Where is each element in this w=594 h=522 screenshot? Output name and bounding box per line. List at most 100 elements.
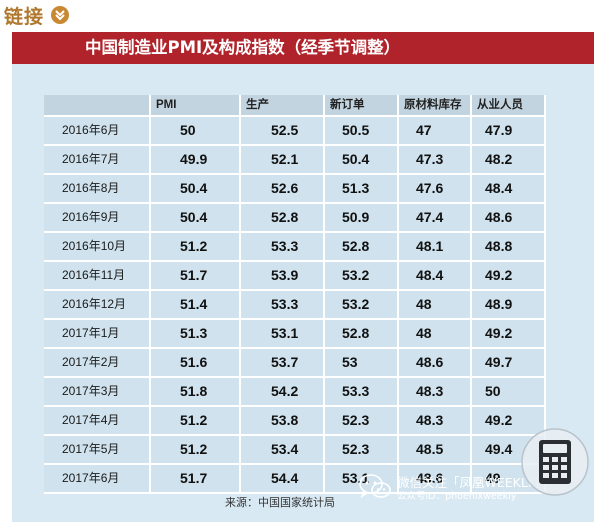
cell-pmi: 51.8 (151, 378, 241, 407)
cell-production: 52.6 (241, 175, 325, 204)
link-title: 链接 (4, 5, 45, 28)
cell-production: 54.2 (241, 378, 325, 407)
cell-pmi: 51.2 (151, 233, 241, 262)
cell-raw-material-inventory: 47 (399, 117, 472, 146)
cell-employment: 49.2 (472, 262, 546, 291)
cell-production: 53.3 (241, 291, 325, 320)
cell-new-orders: 53.3 (325, 378, 399, 407)
cell-new-orders: 52.8 (325, 233, 399, 262)
cell-period: 2017年2月 (44, 349, 151, 378)
cell-period: 2017年3月 (44, 378, 151, 407)
cell-employment: 47.9 (472, 117, 546, 146)
cell-raw-material-inventory: 48.6 (399, 349, 472, 378)
cell-pmi: 51.7 (151, 465, 241, 494)
cell-production: 53.8 (241, 407, 325, 436)
wechat-follow-text: 微信关注「凤凰WEEKLY」 (397, 475, 547, 490)
cell-raw-material-inventory: 48 (399, 291, 472, 320)
cell-new-orders: 50.4 (325, 146, 399, 175)
table-row: 2016年6月 50 52.5 50.5 47 47.9 (44, 117, 546, 146)
table-row: 2016年8月 50.4 52.6 51.3 47.6 48.4 (44, 175, 546, 204)
cell-new-orders: 52.3 (325, 436, 399, 465)
header-cell-employment: 从业人员 (472, 95, 546, 117)
cell-production: 53.9 (241, 262, 325, 291)
cell-employment: 49.2 (472, 407, 546, 436)
cell-production: 52.5 (241, 117, 325, 146)
header-cell-period (44, 95, 151, 117)
cell-period: 2017年1月 (44, 320, 151, 349)
cell-pmi: 51.6 (151, 349, 241, 378)
cell-production: 53.1 (241, 320, 325, 349)
cell-raw-material-inventory: 48.5 (399, 436, 472, 465)
header-cell-production: 生产 (241, 95, 325, 117)
cell-period: 2016年11月 (44, 262, 151, 291)
cell-new-orders: 53.2 (325, 262, 399, 291)
pmi-table: PMI 生产 新订单 原材料库存 从业人员 2016年6月 50 52.5 50.5 4… (44, 95, 546, 494)
cell-new-orders: 52.3 (325, 407, 399, 436)
cell-production: 53.7 (241, 349, 325, 378)
cell-raw-material-inventory: 48.3 (399, 407, 472, 436)
table-row: 2016年11月 51.7 53.9 53.2 48.4 49.2 (44, 262, 546, 291)
cell-pmi: 50 (151, 117, 241, 146)
cell-pmi: 49.9 (151, 146, 241, 175)
table-body: 2016年6月 50 52.5 50.5 47 47.9 2016年7月 49.9 52.1 50… (44, 117, 546, 494)
cell-new-orders: 51.3 (325, 175, 399, 204)
cell-period: 2016年7月 (44, 146, 151, 175)
cell-period: 2017年6月 (44, 465, 151, 494)
wechat-text: 微信关注「凤凰WEEKLY」 公众号ID：phoenixweekly (397, 475, 546, 503)
cell-period: 2016年8月 (44, 175, 151, 204)
cell-period: 2017年5月 (44, 436, 151, 465)
cell-period: 2016年9月 (44, 204, 151, 233)
cell-employment: 48.9 (472, 291, 546, 320)
wechat-icon (358, 473, 397, 505)
cell-new-orders: 53.2 (325, 291, 399, 320)
table-row: 2016年12月 51.4 53.3 53.2 48 48.9 (44, 291, 546, 320)
calculator-icon[interactable] (520, 427, 590, 497)
wechat-account-id: 公众号ID：phoenixweekly (397, 491, 517, 502)
table-row: 2017年2月 51.6 53.7 53 48.6 49.7 (44, 349, 546, 378)
title-banner: 中国制造业PMI及构成指数（经季节调整） (12, 32, 594, 64)
table-row: 2016年10月 51.2 53.3 52.8 48.1 48.8 (44, 233, 546, 262)
cell-production: 52.1 (241, 146, 325, 175)
cell-raw-material-inventory: 48.4 (399, 262, 472, 291)
cell-new-orders: 50.9 (325, 204, 399, 233)
cell-production: 54.4 (241, 465, 325, 494)
cell-pmi: 51.2 (151, 407, 241, 436)
cell-employment: 50 (472, 378, 546, 407)
cell-raw-material-inventory: 47.6 (399, 175, 472, 204)
cell-pmi: 50.4 (151, 204, 241, 233)
table-row: 2016年9月 50.4 52.8 50.9 47.4 48.6 (44, 204, 546, 233)
table-row: 2017年4月 51.2 53.8 52.3 48.3 49.2 (44, 407, 546, 436)
cell-employment: 48.2 (472, 146, 546, 175)
cell-pmi: 51.2 (151, 436, 241, 465)
table-row: 2017年5月 51.2 53.4 52.3 48.5 49.4 (44, 436, 546, 465)
cell-raw-material-inventory: 47.4 (399, 204, 472, 233)
cell-employment: 48.6 (472, 204, 546, 233)
cell-period: 2017年4月 (44, 407, 151, 436)
cell-employment: 48.4 (472, 175, 546, 204)
cell-new-orders: 50.5 (325, 117, 399, 146)
cell-production: 53.3 (241, 233, 325, 262)
cell-period: 2016年12月 (44, 291, 151, 320)
banner-title: 中国制造业PMI及构成指数（经季节调整） (85, 38, 401, 57)
header-cell-new-orders: 新订单 (325, 95, 399, 117)
table-row: 2016年7月 49.9 52.1 50.4 47.3 48.2 (44, 146, 546, 175)
cell-new-orders: 52.8 (325, 320, 399, 349)
cell-raw-material-inventory: 48 (399, 320, 472, 349)
cell-raw-material-inventory: 48.1 (399, 233, 472, 262)
cell-pmi: 51.3 (151, 320, 241, 349)
table-row: 2017年6月 51.7 54.4 53.1 48.6 49 (44, 465, 546, 494)
cell-production: 52.8 (241, 204, 325, 233)
wechat-watermark: 微信关注「凤凰WEEKLY」 公众号ID：phoenixweekly (358, 472, 546, 506)
cell-production: 53.4 (241, 436, 325, 465)
header-cell-pmi: PMI (151, 95, 241, 117)
source-note: 来源：中国国家统计局 (225, 496, 335, 509)
cell-pmi: 51.4 (151, 291, 241, 320)
cell-employment: 49.7 (472, 349, 546, 378)
table-row: 2017年1月 51.3 53.1 52.8 48 49.2 (44, 320, 546, 349)
chevron-down-icon (51, 6, 70, 24)
cell-period: 2016年10月 (44, 233, 151, 262)
cell-new-orders: 53 (325, 349, 399, 378)
cell-pmi: 51.7 (151, 262, 241, 291)
cell-period: 2016年6月 (44, 117, 151, 146)
